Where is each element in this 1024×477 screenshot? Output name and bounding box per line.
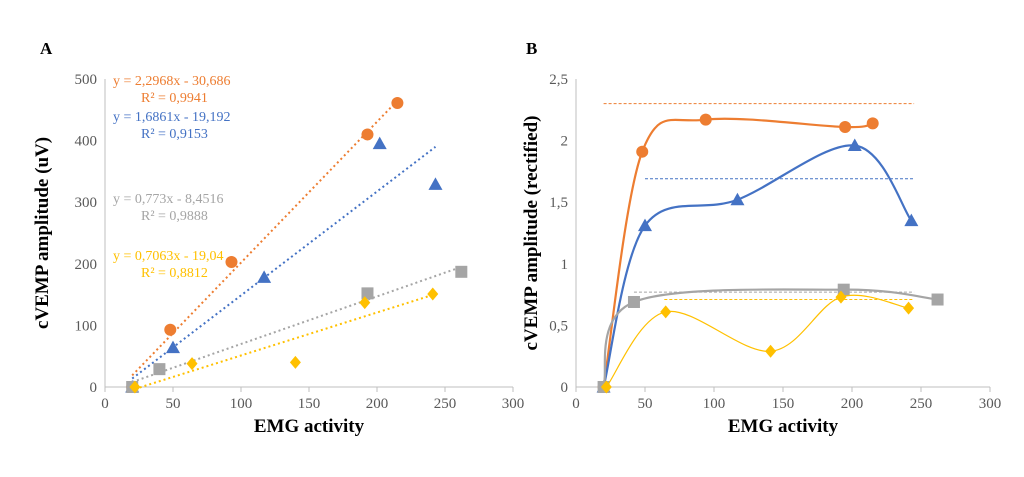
x-tick-label: 50 [638,396,653,412]
trendline [131,99,399,377]
data-point [931,293,944,306]
trendline-r2: R² = 0,8812 [141,266,208,281]
trendline [134,293,434,390]
series-3: y = 0,773x - 8,4516 R² = 0,9888 [113,192,468,393]
y-tick-label: 2,5 [549,72,568,88]
series-2 [596,138,919,393]
data-point [129,380,141,394]
series-4: y = 0,7063x - 19,04 R² = 0,8812 [113,249,439,394]
data-point [847,138,862,152]
x-tick-label: 0 [101,396,109,412]
series-line [605,294,909,388]
y-tick-label: 0 [90,380,98,396]
y-tick-label: 0,5 [549,318,568,334]
trendline-equation: y = 0,773x - 8,4516 [113,192,224,207]
data-point [839,121,852,134]
panel-label: A [40,39,53,58]
data-point [765,344,777,358]
data-point [835,290,847,304]
y-tick-label: 100 [75,318,98,334]
data-point [660,305,672,319]
data-point [904,213,919,227]
series-2: y = 1,6861x - 19,192 R² = 0,9153 [113,110,443,393]
x-tick-label: 300 [502,396,525,412]
x-tick-label: 50 [166,396,181,412]
data-point [730,192,745,206]
data-point [359,296,371,310]
y-axis-title: cVEMP amplitude (rectified) [521,116,542,351]
x-tick-label: 100 [230,396,253,412]
data-point [361,128,374,141]
series-line [602,288,938,388]
x-tick-label: 200 [841,396,864,412]
data-point [289,355,301,369]
data-point [627,295,640,308]
x-tick-label: 150 [772,396,795,412]
y-tick-label: 200 [75,257,98,273]
x-tick-label: 150 [298,396,321,412]
trendline-equation: y = 0,7063x - 19,04 [113,249,224,264]
x-tick-label: 300 [979,396,1002,412]
panel-a-chart: A 0 50 100 150 200 250 300 0 100 200 300 400 500 EMG a… [32,39,524,437]
series-3 [597,283,944,393]
y-tick-label: 2 [561,134,569,150]
y-tick-label: 0 [561,380,569,396]
trendline-r2: R² = 0,9941 [141,91,208,106]
y-tick-label: 400 [75,134,98,150]
y-tick-label: 300 [75,195,98,211]
trendline [131,146,437,380]
data-point [186,357,198,371]
x-tick-label: 100 [703,396,726,412]
trendline-equation: y = 2,2968x - 30,686 [113,74,231,89]
trendline-r2: R² = 0,9888 [141,209,208,224]
trendline [131,266,462,383]
data-point [638,218,652,232]
panel-b-chart: B 0 50 100 150 200 250 300 0 0,5 1 1,5 2 2,5 EMG activ… [521,39,1001,437]
data-point [903,301,915,315]
series-line [602,117,873,388]
x-tick-label: 0 [572,396,580,412]
data-point [428,177,443,190]
data-point [225,255,238,268]
trendline-equation: y = 1,6861x - 19,192 [113,110,231,125]
data-point [372,136,387,150]
data-point [600,380,612,394]
y-axis-title: cVEMP amplitude (uV) [32,137,53,329]
x-tick-label: 250 [434,396,457,412]
y-tick-label: 1,5 [549,195,568,211]
y-tick-label: 500 [75,72,98,88]
data-point [391,97,404,110]
data-point [427,287,439,301]
x-tick-label: 250 [910,396,933,412]
data-point [866,117,879,130]
data-point [164,323,177,336]
data-point [455,265,468,278]
data-point [257,270,272,283]
data-point [361,287,374,300]
data-point [699,113,712,126]
series-4 [600,290,915,394]
data-point [166,340,180,354]
x-axis-title: EMG activity [254,416,365,437]
y-tick-label: 1 [561,257,569,273]
panel-label: B [526,39,537,58]
x-axis-title: EMG activity [728,416,839,437]
data-point [636,145,649,158]
data-point [153,363,166,376]
trendline-r2: R² = 0,9153 [141,127,208,142]
x-tick-label: 200 [366,396,389,412]
series-line [602,144,913,388]
